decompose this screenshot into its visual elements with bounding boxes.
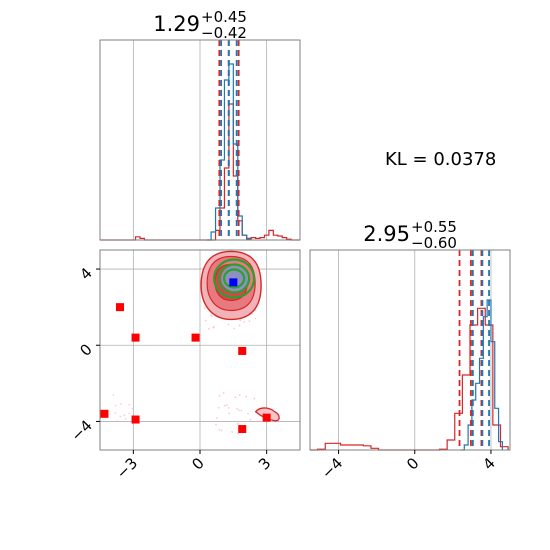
joint-sample-dot (209, 314, 212, 317)
joint-sample-dot (218, 394, 221, 397)
joint-scatter-square-0 (116, 303, 124, 312)
joint-scatter-square-5 (131, 415, 140, 424)
joint-sample-dot (238, 394, 241, 396)
param2-frame (309, 249, 511, 451)
joint-green-contour-inner (223, 268, 246, 289)
joint-scatter-square-2 (191, 333, 200, 342)
joint-sample-dot (210, 315, 213, 318)
joint-scatter-square-6 (238, 425, 247, 434)
param1-hist-red (100, 103, 300, 241)
joint-sample-dot (123, 414, 126, 417)
joint-sample-dot (225, 404, 228, 407)
joint-scatter-square-7 (262, 413, 271, 422)
joint-sample-dot (212, 326, 215, 329)
joint-sample-dot (227, 323, 230, 326)
joint-sample-dot (116, 420, 119, 423)
joint-sample-dot (204, 319, 207, 322)
joint-density-panel (99, 249, 301, 451)
param1-xtick-label-2: 3 (255, 454, 274, 473)
joint-content (100, 250, 280, 435)
param1-title-value: 1.29 (153, 12, 200, 36)
joint-sample-dot (238, 324, 241, 327)
joint-green-contour-mid (218, 263, 251, 294)
param2-marginal-panel (309, 249, 511, 451)
joint-sample-dot (218, 428, 221, 431)
joint-sample-dot (234, 396, 237, 399)
joint-sample-dot (253, 397, 256, 400)
joint-sample-dot (207, 327, 210, 330)
joint-sample-dot (238, 409, 240, 412)
param1-title-upper: +0.45 (201, 8, 247, 26)
param2-hist-blue (460, 299, 503, 451)
joint-sample-dot (114, 412, 117, 414)
joint-scatter-square-4 (100, 409, 109, 418)
joint-sample-dot (236, 422, 239, 425)
joint-sample-dot (119, 415, 122, 418)
joint-sample-dot (254, 317, 257, 320)
joint-sample-dot (227, 407, 230, 409)
joint-scatter-square-1 (131, 333, 140, 342)
joint-sample-dot (245, 395, 247, 398)
joint-sample-dot (222, 391, 225, 394)
joint-sample-dot (131, 407, 134, 410)
joint-sample-dot (236, 407, 238, 410)
joint-sample-dot (217, 406, 220, 409)
param1-xtick-label-1: 0 (188, 454, 207, 473)
param1-title: 1.29 (153, 12, 200, 36)
joint-sample-dot (223, 404, 226, 407)
joint-sample-dot (124, 418, 127, 420)
param2-xtick-label-1: 0 (403, 454, 422, 473)
joint-green-contour-outer (213, 258, 256, 299)
joint-sample-dot (258, 420, 261, 423)
joint-scatter-square-3 (238, 346, 247, 355)
joint-sample-dot (128, 403, 131, 406)
joint-sample-dot (216, 417, 218, 419)
joint-sample-dot (247, 412, 249, 415)
joint-sample-dot (248, 320, 251, 323)
param2-title-value: 2.95 (363, 222, 410, 246)
param2-xtick-label-0: −4 (318, 454, 346, 482)
param1-title-lower: −0.42 (201, 24, 247, 42)
joint-truth-square (229, 278, 238, 287)
joint-sample-dot (239, 319, 242, 322)
param2-title-lower: −0.60 (411, 234, 457, 252)
param2-ytick-label-2: 4 (76, 264, 95, 283)
joint-sample-dot (233, 327, 235, 330)
param2-ytick-label-1: 0 (76, 340, 95, 359)
joint-sample-dot (128, 412, 131, 415)
param1-marginal-panel (99, 39, 301, 241)
joint-sample-dot (251, 312, 254, 315)
param1-frame (99, 39, 301, 241)
joint-sample-dot (120, 403, 122, 405)
kl-label: KL = 0.0378 (385, 149, 496, 170)
param2-hist-red (310, 307, 509, 451)
joint-sample-dot (112, 394, 115, 396)
joint-sample-dot (114, 404, 117, 407)
joint-sample-dot (243, 321, 245, 323)
joint-sample-dot (228, 412, 231, 415)
joint-sample-dot (249, 418, 252, 421)
joint-sample-dot (240, 409, 243, 412)
joint-sample-dot (203, 307, 206, 309)
param1-xtick-label-0: −3 (113, 454, 141, 482)
param2-xtick-label-2: 4 (479, 454, 498, 473)
joint-sample-dot (231, 430, 233, 433)
joint-sample-dot (215, 423, 217, 426)
joint-sample-dot (220, 429, 223, 432)
param2-ytick-label-0: −4 (67, 417, 95, 445)
param2-title-upper: +0.55 (411, 218, 457, 236)
